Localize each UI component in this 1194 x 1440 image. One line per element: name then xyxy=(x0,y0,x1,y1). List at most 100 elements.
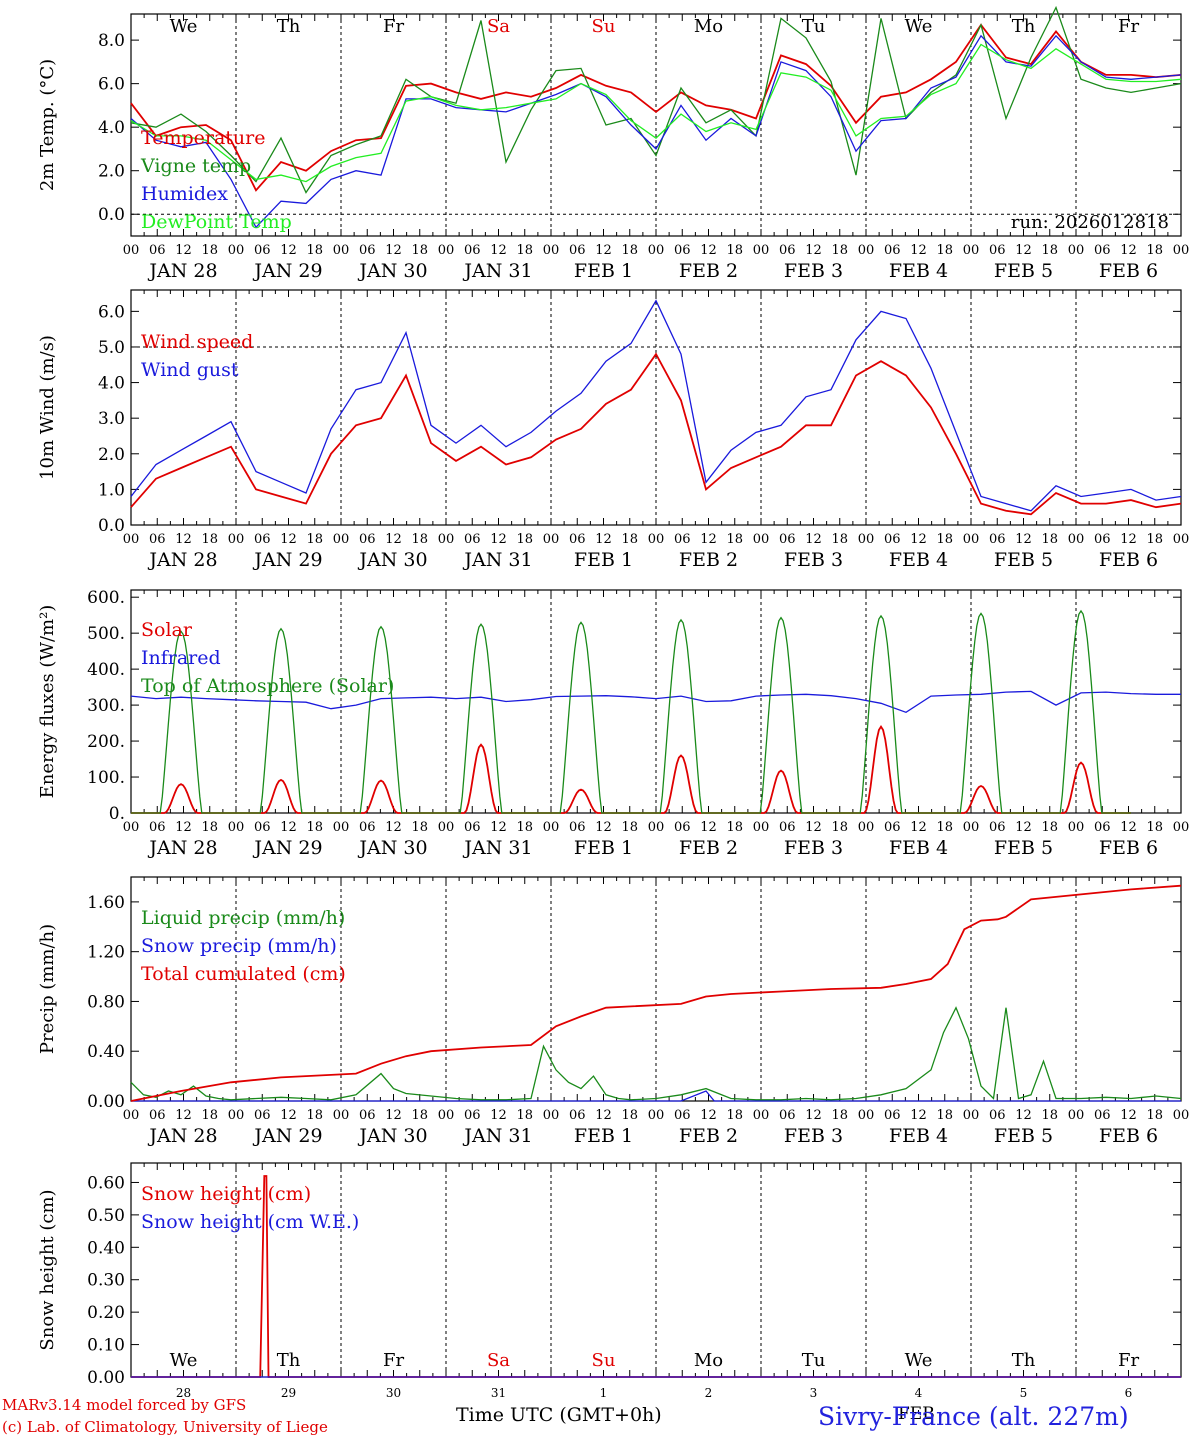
hour-tick-label: 18 xyxy=(726,243,743,258)
hour-tick-label: 18 xyxy=(201,532,218,547)
hour-tick-label: 06 xyxy=(779,532,796,547)
hour-tick-label: 18 xyxy=(306,820,323,835)
y-tick-label: 2.0 xyxy=(98,445,125,465)
short-date-label: 30 xyxy=(386,1386,401,1400)
hour-tick-label: 00 xyxy=(438,1108,455,1123)
hour-tick-label: 06 xyxy=(569,820,586,835)
hour-tick-label: 00 xyxy=(648,532,665,547)
legend-entry: Total cumulated (cm) xyxy=(141,963,346,985)
hour-tick-label: 00 xyxy=(333,243,350,258)
hour-tick-label: 12 xyxy=(490,1108,507,1123)
date-label: FEB 3 xyxy=(784,837,843,859)
hour-tick-label: 00 xyxy=(1068,532,1085,547)
series-line-liquid-precip-mm-h xyxy=(130,1006,1182,1101)
date-label: FEB 2 xyxy=(679,549,738,571)
date-label: FEB 5 xyxy=(994,549,1053,571)
date-label: JAN 29 xyxy=(252,837,322,859)
hour-tick-label: 06 xyxy=(359,820,376,835)
weekday-label: Fr xyxy=(1118,16,1139,37)
y-tick-label: 8.0 xyxy=(98,31,125,51)
hour-tick-label: 00 xyxy=(648,1108,665,1123)
hour-tick-label: 18 xyxy=(1041,532,1058,547)
hour-tick-label: 18 xyxy=(831,820,848,835)
hour-tick-label: 06 xyxy=(359,1108,376,1123)
hour-tick-label: 12 xyxy=(805,243,822,258)
hour-tick-label: 12 xyxy=(1015,532,1032,547)
hour-tick-label: 12 xyxy=(700,1108,717,1123)
hour-tick-label: 00 xyxy=(858,243,875,258)
hour-tick-label: 12 xyxy=(385,532,402,547)
hour-tick-label: 18 xyxy=(306,532,323,547)
weekday-label: Fr xyxy=(1118,1350,1139,1371)
hour-tick-label: 06 xyxy=(674,1108,691,1123)
hour-tick-label: 18 xyxy=(936,820,953,835)
y-tick-label: 0.40 xyxy=(87,1042,125,1062)
hour-tick-label: 12 xyxy=(910,532,927,547)
short-date-label: 4 xyxy=(915,1386,923,1400)
hour-tick-label: 06 xyxy=(1094,1108,1111,1123)
date-label: FEB 5 xyxy=(994,837,1053,859)
short-date-label: 3 xyxy=(810,1386,818,1400)
hour-tick-label: 12 xyxy=(805,532,822,547)
hour-tick-label: 00 xyxy=(228,1108,245,1123)
hour-tick-label: 12 xyxy=(385,1108,402,1123)
hour-tick-label: 12 xyxy=(805,820,822,835)
hour-tick-label: 00 xyxy=(1068,820,1085,835)
legend-entry: Snow height (cm W.E.) xyxy=(141,1211,359,1233)
date-label: FEB 6 xyxy=(1099,1125,1158,1147)
weekday-label: Th xyxy=(1012,16,1036,37)
date-label: JAN 30 xyxy=(357,1125,427,1147)
legend-entry: DewPoint Temp xyxy=(141,211,292,233)
y-tick-label: 2.0 xyxy=(98,162,125,182)
y-tick-label: 0.10 xyxy=(87,1336,125,1356)
series-line-dewpoint-temp xyxy=(130,43,1182,183)
series-line-humidex xyxy=(130,34,1182,229)
hour-tick-label: 18 xyxy=(1146,243,1163,258)
hour-tick-label: 00 xyxy=(438,532,455,547)
legend-entry: Humidex xyxy=(141,183,228,205)
hour-tick-label: 18 xyxy=(831,532,848,547)
date-label: JAN 30 xyxy=(357,837,427,859)
y-tick-label: 500. xyxy=(87,624,125,644)
date-label: FEB 3 xyxy=(784,260,843,282)
y-axis-label: 2m Temp. (°C) xyxy=(37,59,58,191)
y-tick-label: 0.60 xyxy=(87,1173,125,1193)
hour-tick-label: 06 xyxy=(989,532,1006,547)
panel-snow: 0.00 0.10 0.20 0.30 0.40 0.50 0.60 Snow height … xyxy=(37,1162,1182,1400)
hour-tick-label: 18 xyxy=(516,1108,533,1123)
hour-tick-label: 06 xyxy=(149,820,166,835)
hour-tick-label: 18 xyxy=(201,243,218,258)
hour-tick-label: 06 xyxy=(149,532,166,547)
hour-tick-label: 12 xyxy=(910,1108,927,1123)
hour-tick-label: 18 xyxy=(516,532,533,547)
weekday-label: Sa xyxy=(487,1350,510,1371)
hour-tick-label: 06 xyxy=(1094,820,1111,835)
hour-tick-label: 06 xyxy=(464,820,481,835)
weekday-label: We xyxy=(905,16,933,37)
hour-tick-label: 18 xyxy=(201,1108,218,1123)
hour-tick-label: 06 xyxy=(884,243,901,258)
weekday-label: Th xyxy=(277,16,301,37)
date-label: JAN 31 xyxy=(462,1125,532,1147)
hour-tick-label: 00 xyxy=(1173,1108,1190,1123)
hour-tick-label: 00 xyxy=(1173,820,1190,835)
y-tick-label: 1.0 xyxy=(98,480,125,500)
hour-tick-label: 00 xyxy=(228,820,245,835)
hour-tick-label: 12 xyxy=(1015,820,1032,835)
weekday-label: Th xyxy=(1012,1350,1036,1371)
hour-tick-label: 18 xyxy=(1146,1108,1163,1123)
y-tick-label: 600. xyxy=(87,588,125,608)
date-label: FEB 4 xyxy=(889,1125,948,1147)
hour-tick-label: 18 xyxy=(1041,820,1058,835)
date-label: FEB 6 xyxy=(1099,549,1158,571)
date-label: FEB 4 xyxy=(889,260,948,282)
hour-tick-label: 12 xyxy=(175,532,192,547)
y-tick-label: 0.20 xyxy=(87,1303,125,1323)
hour-tick-label: 18 xyxy=(726,820,743,835)
hour-tick-label: 06 xyxy=(464,1108,481,1123)
hour-tick-label: 18 xyxy=(621,243,638,258)
hour-tick-label: 12 xyxy=(280,243,297,258)
hour-tick-label: 06 xyxy=(569,1108,586,1123)
hour-tick-label: 00 xyxy=(1173,532,1190,547)
